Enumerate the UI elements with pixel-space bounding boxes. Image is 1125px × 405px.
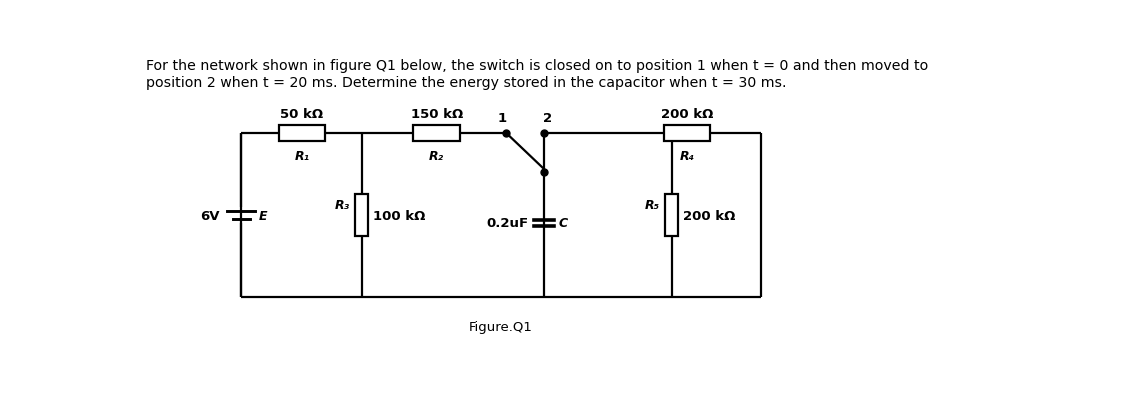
Text: R₃: R₃ [335, 198, 350, 211]
Bar [279, 126, 325, 141]
Text: 100 kΩ: 100 kΩ [374, 209, 425, 222]
Text: 6V: 6V [200, 209, 219, 222]
Text: For the network shown in figure Q1 below, the switch is closed on to position 1 : For the network shown in figure Q1 below… [146, 60, 929, 90]
Text: R₅: R₅ [645, 198, 660, 211]
Text: R₄: R₄ [680, 149, 694, 162]
Text: 200 kΩ: 200 kΩ [683, 209, 736, 222]
Text: 2: 2 [543, 112, 552, 125]
Text: E: E [259, 209, 267, 222]
Bar [664, 126, 710, 141]
Text: 1: 1 [498, 112, 507, 125]
Text: Figure.Q1: Figure.Q1 [469, 320, 533, 333]
Text: R₂: R₂ [429, 149, 444, 162]
Bar [356, 194, 368, 237]
Text: 50 kΩ: 50 kΩ [280, 108, 323, 121]
Bar [665, 194, 677, 237]
Text: 150 kΩ: 150 kΩ [411, 108, 462, 121]
Text: 0.2uF: 0.2uF [487, 217, 529, 230]
Text: R₁: R₁ [295, 149, 309, 162]
Text: 200 kΩ: 200 kΩ [660, 108, 713, 121]
Bar [413, 126, 460, 141]
Text: C: C [558, 217, 567, 230]
